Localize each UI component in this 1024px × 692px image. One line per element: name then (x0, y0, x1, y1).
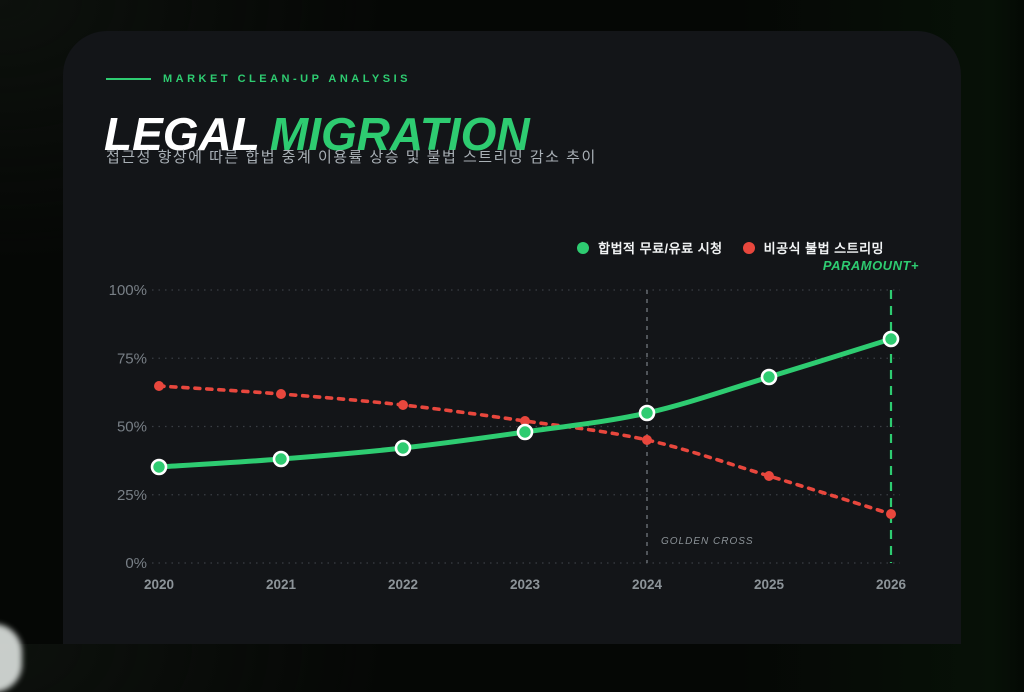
data-point-illegal (764, 471, 774, 481)
data-point-illegal (154, 381, 164, 391)
data-point-legal (640, 406, 654, 420)
x-tick-label: 2023 (510, 577, 541, 592)
legend-dot-legal-icon (577, 242, 589, 254)
y-tick-label: 100% (109, 282, 147, 299)
y-tick-label: 0% (125, 555, 147, 572)
legend-item-illegal: 비공식 불법 스트리밍 (743, 238, 884, 257)
series-line-legal (159, 339, 891, 467)
data-point-legal (518, 425, 532, 439)
legend-item-legal: 합법적 무료/유료 시청 (577, 238, 722, 257)
x-tick-label: 2020 (144, 577, 174, 592)
series-line-illegal (159, 386, 891, 514)
eyebrow: MARKET CLEAN-UP ANALYSIS (106, 73, 411, 85)
data-point-illegal (398, 400, 408, 410)
page-subtitle: 접근성 향상에 따른 합법 중계 이용률 상승 및 불법 스트리밍 감소 추이 (106, 146, 597, 167)
x-tick-label: 2024 (632, 577, 663, 592)
x-tick-label: 2025 (754, 577, 785, 592)
eyebrow-line (106, 78, 151, 80)
legend-dot-illegal-icon (743, 242, 755, 254)
legend-label-illegal: 비공식 불법 스트리밍 (764, 238, 884, 257)
eyebrow-label: MARKET CLEAN-UP ANALYSIS (163, 73, 411, 85)
data-point-illegal (642, 435, 652, 445)
line-chart: 0% 25% 50% 75% 100% GOLDEN CROSS 2020 2021 2022 2… (95, 276, 955, 606)
brand-watermark: PARAMOUNT+ (823, 258, 919, 273)
data-point-legal (274, 452, 288, 466)
legend-label-legal: 합법적 무료/유료 시청 (598, 238, 722, 257)
data-point-legal (396, 441, 410, 455)
y-tick-label: 25% (117, 487, 147, 504)
corner-peek-card (0, 624, 22, 692)
data-point-legal (762, 370, 776, 384)
chart-legend: 합법적 무료/유료 시청 비공식 불법 스트리밍 (577, 238, 884, 257)
y-tick-label: 50% (117, 419, 147, 436)
golden-cross-label: GOLDEN CROSS (661, 536, 754, 547)
analysis-card: MARKET CLEAN-UP ANALYSIS LEGALMIGRATION … (63, 31, 961, 644)
x-tick-label: 2026 (876, 577, 907, 592)
data-point-illegal (276, 389, 286, 399)
x-tick-label: 2021 (266, 577, 297, 592)
data-point-illegal (886, 509, 896, 519)
y-tick-label: 75% (117, 350, 147, 367)
x-tick-label: 2022 (388, 577, 418, 592)
data-point-legal (152, 460, 166, 474)
data-point-legal (884, 332, 898, 346)
